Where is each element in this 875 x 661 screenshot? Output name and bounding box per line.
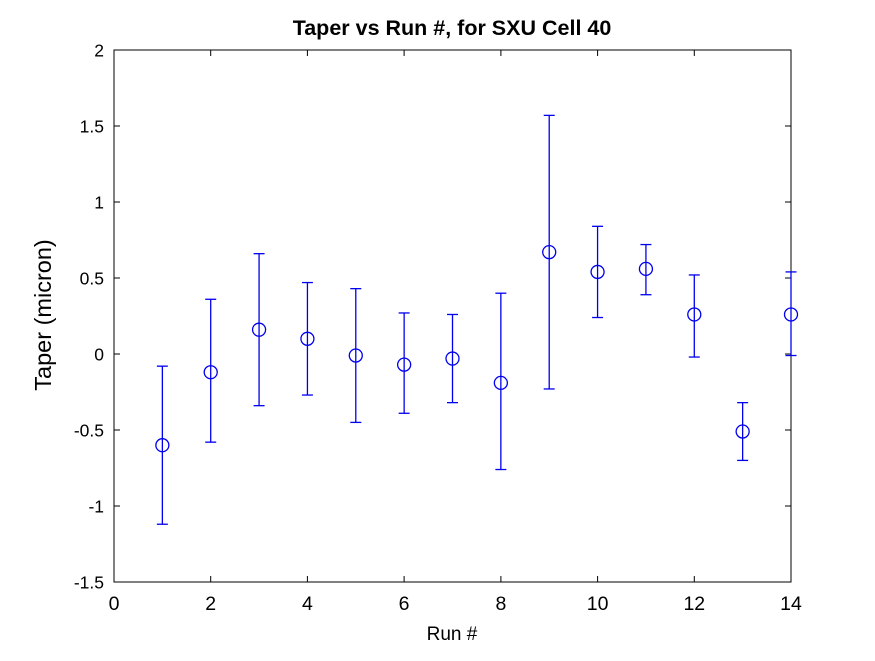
svg-text:10: 10 bbox=[587, 593, 609, 615]
svg-text:6: 6 bbox=[399, 593, 410, 615]
svg-text:8: 8 bbox=[495, 593, 506, 615]
svg-text:-1.5: -1.5 bbox=[74, 573, 104, 593]
svg-text:12: 12 bbox=[683, 593, 705, 615]
svg-text:1: 1 bbox=[94, 193, 104, 213]
svg-text:4: 4 bbox=[302, 593, 313, 615]
svg-text:0: 0 bbox=[94, 345, 104, 365]
svg-text:-0.5: -0.5 bbox=[74, 421, 104, 441]
svg-text:1.5: 1.5 bbox=[80, 117, 104, 137]
svg-text:Taper (micron): Taper (micron) bbox=[30, 239, 56, 390]
svg-text:14: 14 bbox=[780, 593, 802, 615]
svg-text:Run #: Run # bbox=[427, 624, 478, 645]
svg-text:2: 2 bbox=[94, 41, 104, 61]
svg-text:2: 2 bbox=[205, 593, 216, 615]
svg-text:0: 0 bbox=[109, 593, 120, 615]
svg-text:-1: -1 bbox=[88, 497, 104, 517]
svg-text:Taper vs Run #, for SXU Cell 4: Taper vs Run #, for SXU Cell 40 bbox=[293, 16, 612, 40]
svg-text:0.5: 0.5 bbox=[80, 269, 104, 289]
